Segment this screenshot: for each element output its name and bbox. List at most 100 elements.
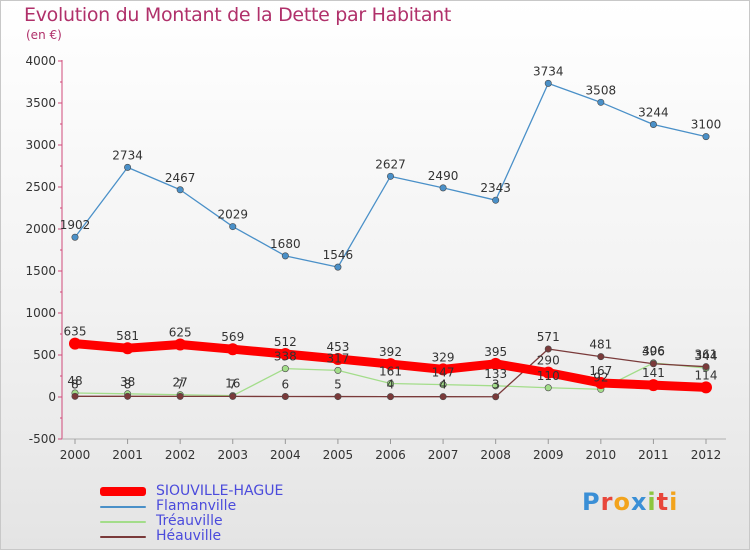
series-point-2: [544, 384, 552, 392]
series-point-0: [174, 338, 187, 351]
data-label-2: 147: [432, 366, 455, 380]
data-label-1: 1546: [323, 248, 354, 262]
data-label-3: 4: [387, 378, 395, 392]
x-tick-label: 2010: [586, 448, 617, 462]
data-label-1: 2490: [428, 169, 459, 183]
series-point-1: [649, 121, 657, 129]
legend-swatch-heauville: [100, 535, 146, 538]
series-point-2: [439, 381, 447, 389]
y-tick-label: 500: [33, 348, 56, 362]
series-point-2: [281, 365, 289, 373]
data-label-3: 7: [229, 377, 237, 391]
series-point-0: [226, 343, 239, 356]
series-point-1: [229, 223, 237, 231]
series-point-0: [331, 352, 344, 365]
chart-title: Evolution du Montant de la Dette par Hab…: [24, 4, 452, 26]
legend-item-flamanville: Flamanville: [100, 499, 283, 514]
legend-swatch-flamanville: [100, 505, 146, 508]
x-tick-label: 2001: [112, 448, 143, 462]
legend-label-heauville: Héauville: [156, 528, 222, 544]
y-tick-label: 3500: [25, 96, 56, 110]
data-label-2: 317: [326, 351, 349, 365]
data-label-3: 396: [642, 345, 665, 359]
series-point-1: [702, 133, 710, 141]
series-point-3: [386, 393, 394, 401]
data-label-1: 2467: [165, 171, 196, 185]
data-label-1: 3734: [533, 64, 564, 78]
data-label-2: 110: [537, 369, 560, 383]
series-point-0: [647, 379, 660, 392]
series-point-3: [544, 345, 552, 353]
data-label-1: 3508: [586, 83, 617, 97]
data-label-0: 290: [537, 354, 560, 368]
series-point-3: [281, 392, 289, 400]
series-point-3: [439, 393, 447, 401]
series-point-0: [279, 347, 292, 360]
series-point-3: [176, 392, 184, 400]
data-label-3: 8: [124, 377, 132, 391]
data-label-0: 625: [169, 326, 192, 340]
y-tick-label: -500: [29, 432, 56, 446]
data-label-1: 2029: [217, 208, 248, 222]
data-label-0: 114: [695, 368, 718, 382]
series-point-1: [386, 172, 394, 180]
data-label-3: 5: [334, 378, 342, 392]
y-tick-label: 4000: [25, 54, 56, 68]
series-point-0: [700, 381, 712, 394]
data-label-2: 38: [120, 375, 135, 389]
legend: SIOUVILLE-HAGUE Flamanville Tréauville H…: [100, 484, 283, 544]
series-point-0: [594, 376, 607, 389]
data-label-0: 453: [326, 340, 349, 354]
x-tick-label: 2002: [165, 448, 196, 462]
data-label-0: 167: [589, 364, 612, 378]
legend-label-treauville: Tréauville: [156, 513, 223, 529]
data-label-2: 16: [225, 377, 240, 391]
x-tick-label: 2008: [480, 448, 511, 462]
legend-item-treauville: Tréauville: [100, 514, 283, 529]
series-point-3: [597, 353, 605, 361]
data-label-3: 481: [589, 338, 612, 352]
legend-swatch-siouville-hague: [100, 487, 146, 496]
data-label-3: 571: [537, 330, 560, 344]
x-tick-label: 2003: [217, 448, 248, 462]
series-point-1: [597, 98, 605, 106]
legend-item-heauville: Héauville: [100, 529, 283, 544]
data-label-2: 406: [642, 344, 665, 358]
x-tick-label: 2004: [270, 448, 301, 462]
series-point-1: [544, 79, 552, 87]
data-label-2: 338: [274, 350, 297, 364]
series-point-1: [492, 196, 500, 204]
data-label-0: 569: [221, 330, 244, 344]
data-label-0: 141: [642, 366, 665, 380]
series-point-0: [384, 358, 397, 371]
proxiti-logo: Proxiti: [582, 488, 679, 516]
series-point-1: [176, 186, 184, 194]
series-point-1: [124, 163, 132, 171]
data-label-1: 3244: [638, 106, 669, 120]
series-point-3: [649, 360, 657, 368]
data-label-3: 4: [439, 378, 447, 392]
x-tick-label: 2011: [638, 448, 669, 462]
series-point-0: [437, 363, 450, 376]
data-label-0: 392: [379, 345, 402, 359]
data-label-1: 2627: [375, 157, 406, 171]
data-label-0: 635: [64, 325, 87, 339]
y-tick-label: 2000: [25, 222, 56, 236]
y-tick-label: 0: [48, 390, 56, 404]
series-point-0: [489, 357, 502, 370]
y-tick-label: 1000: [25, 306, 56, 320]
legend-label-siouville-hague: SIOUVILLE-HAGUE: [156, 483, 284, 499]
series-point-0: [542, 366, 555, 379]
legend-swatch-treauville: [100, 520, 146, 523]
x-tick-label: 2012: [691, 448, 722, 462]
data-label-3: 6: [282, 377, 290, 391]
data-label-3: 7: [176, 377, 184, 391]
series-point-3: [229, 392, 237, 400]
x-tick-label: 2009: [533, 448, 564, 462]
y-tick-label: 1500: [25, 264, 56, 278]
y-tick-label: 3000: [25, 138, 56, 152]
x-tick-label: 2007: [428, 448, 459, 462]
data-label-3: 361: [695, 348, 718, 362]
data-label-0: 395: [484, 345, 507, 359]
data-label-1: 2343: [480, 181, 511, 195]
